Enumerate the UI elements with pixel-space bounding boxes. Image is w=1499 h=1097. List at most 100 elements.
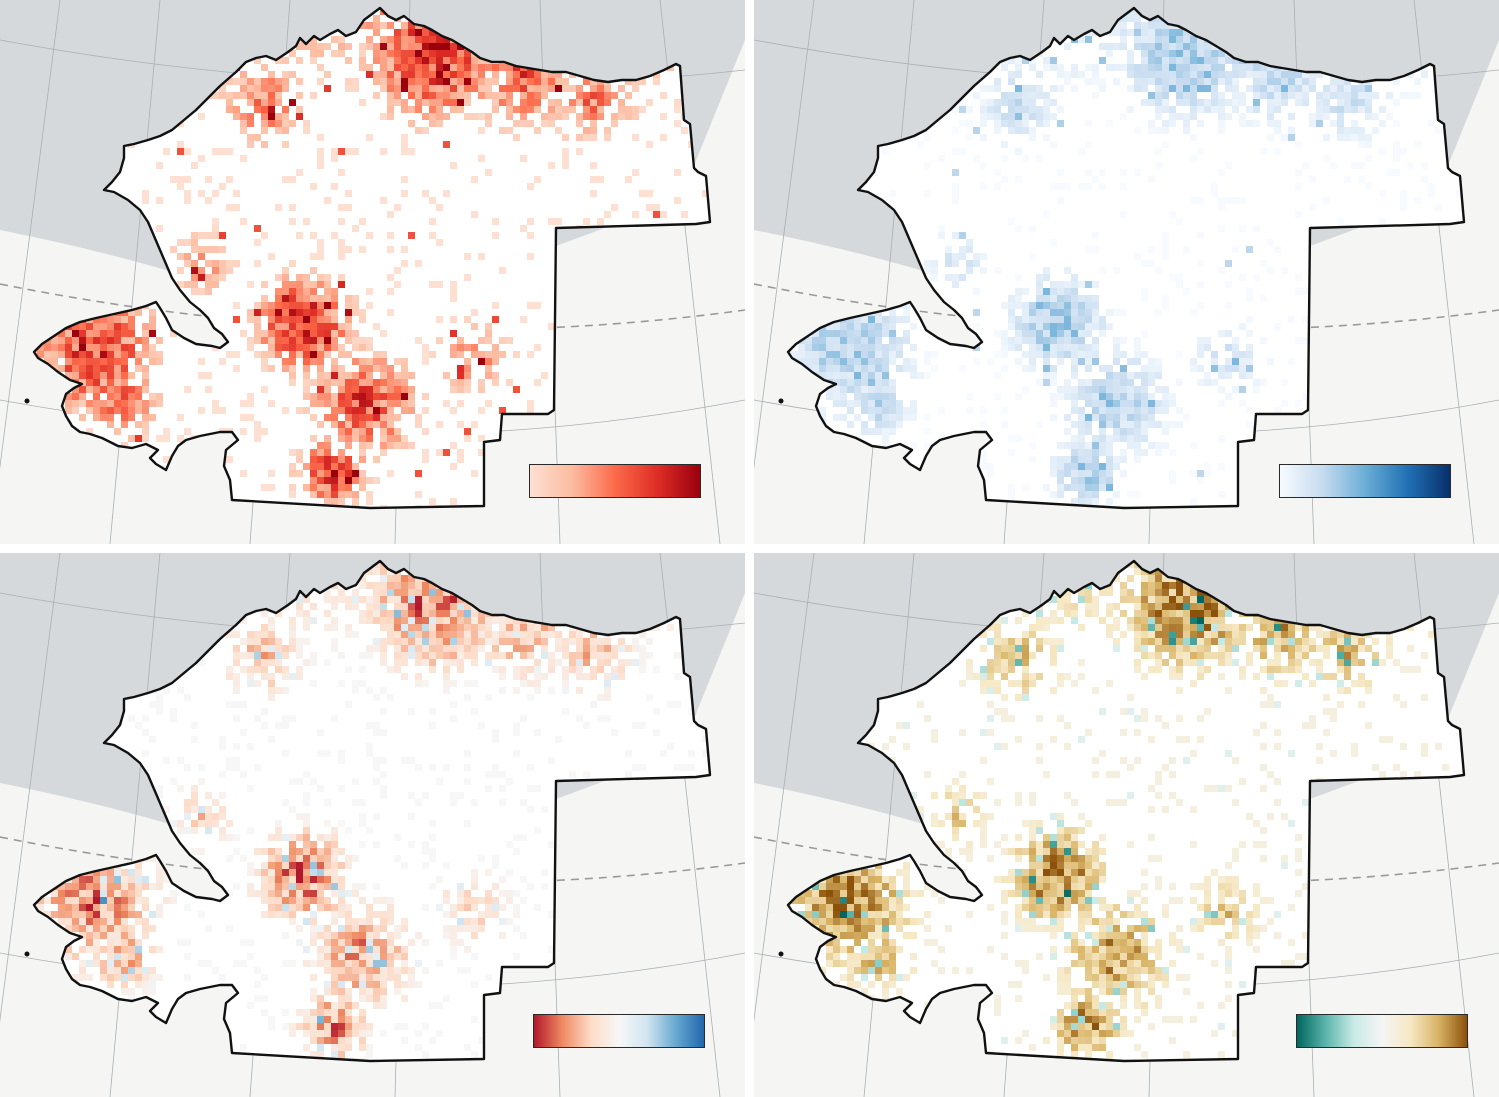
data-pixel xyxy=(289,617,296,624)
data-pixel xyxy=(1022,484,1029,491)
data-pixel xyxy=(198,253,205,260)
data-pixel xyxy=(394,78,401,85)
data-pixel xyxy=(289,309,296,316)
data-pixel xyxy=(1246,421,1253,428)
data-pixel xyxy=(142,435,149,442)
data-pixel xyxy=(931,365,938,372)
data-pixel xyxy=(1106,442,1113,449)
data-pixel xyxy=(1050,295,1057,302)
data-pixel xyxy=(338,596,345,603)
data-pixel xyxy=(1022,365,1029,372)
data-pixel xyxy=(819,372,826,379)
data-pixel xyxy=(875,428,882,435)
data-pixel xyxy=(1099,442,1106,449)
data-pixel xyxy=(1211,43,1218,50)
data-pixel xyxy=(1057,463,1064,470)
data-pixel xyxy=(331,498,338,505)
data-pixel xyxy=(868,365,875,372)
data-pixel xyxy=(1050,337,1057,344)
data-pixel xyxy=(394,99,401,106)
data-pixel xyxy=(1197,148,1204,155)
data-pixel xyxy=(387,596,394,603)
data-pixel xyxy=(401,29,408,36)
data-pixel xyxy=(1015,106,1022,113)
data-pixel xyxy=(1092,344,1099,351)
data-pixel xyxy=(478,358,485,365)
data-pixel xyxy=(1372,127,1379,134)
data-pixel xyxy=(373,22,380,29)
data-pixel xyxy=(1071,85,1078,92)
data-pixel xyxy=(1204,106,1211,113)
data-pixel xyxy=(1050,141,1057,148)
data-pixel xyxy=(527,218,534,225)
data-pixel xyxy=(980,253,987,260)
data-pixel xyxy=(233,190,240,197)
data-pixel xyxy=(1162,29,1169,36)
data-pixel xyxy=(938,225,945,232)
data-pixel xyxy=(65,400,72,407)
data-pixel xyxy=(1113,428,1120,435)
data-pixel xyxy=(994,169,1001,176)
data-pixel xyxy=(1239,120,1246,127)
data-pixel xyxy=(1085,484,1092,491)
data-pixel xyxy=(177,253,184,260)
data-pixel xyxy=(1092,92,1099,99)
data-pixel xyxy=(868,330,875,337)
data-pixel xyxy=(1141,435,1148,442)
data-pixel xyxy=(478,351,485,358)
data-pixel xyxy=(380,435,387,442)
data-pixel xyxy=(980,421,987,428)
map-panel-top-left xyxy=(0,0,745,544)
data-pixel xyxy=(576,92,583,99)
data-pixel xyxy=(1113,344,1120,351)
data-pixel xyxy=(457,456,464,463)
data-pixel xyxy=(86,372,93,379)
data-pixel xyxy=(79,393,86,400)
data-pixel xyxy=(359,379,366,386)
data-pixel xyxy=(1176,351,1183,358)
data-pixel xyxy=(1169,470,1176,477)
data-pixel xyxy=(534,344,541,351)
data-pixel xyxy=(1211,57,1218,64)
data-pixel xyxy=(296,330,303,337)
data-pixel xyxy=(1162,99,1169,106)
data-pixel xyxy=(247,134,254,141)
data-pixel xyxy=(1169,106,1176,113)
data-pixel xyxy=(338,421,345,428)
data-pixel xyxy=(994,183,1001,190)
data-pixel xyxy=(1218,225,1225,232)
data-pixel xyxy=(1050,113,1057,120)
data-pixel xyxy=(1015,127,1022,134)
data-pixel xyxy=(1064,183,1071,190)
data-pixel xyxy=(380,603,387,610)
data-pixel xyxy=(247,309,254,316)
data-pixel xyxy=(275,99,282,106)
data-pixel xyxy=(303,323,310,330)
data-pixel xyxy=(1078,442,1085,449)
data-pixel xyxy=(324,484,331,491)
data-pixel xyxy=(212,148,219,155)
data-pixel xyxy=(924,351,931,358)
data-pixel xyxy=(464,603,471,610)
data-pixel xyxy=(1106,365,1113,372)
data-pixel xyxy=(966,106,973,113)
data-pixel xyxy=(254,57,261,64)
data-pixel xyxy=(212,274,219,281)
data-pixel xyxy=(366,477,373,484)
data-pixel xyxy=(359,414,366,421)
data-pixel xyxy=(1022,106,1029,113)
data-pixel xyxy=(114,351,121,358)
data-pixel xyxy=(1162,36,1169,43)
data-pixel xyxy=(331,596,338,603)
data-pixel xyxy=(1036,379,1043,386)
data-pixel xyxy=(324,71,331,78)
data-pixel xyxy=(415,43,422,50)
data-pixel xyxy=(247,281,254,288)
data-pixel xyxy=(317,148,324,155)
data-pixel xyxy=(980,407,987,414)
data-pixel xyxy=(457,78,464,85)
data-pixel xyxy=(1274,85,1281,92)
data-pixel xyxy=(443,610,450,617)
data-pixel xyxy=(135,337,142,344)
